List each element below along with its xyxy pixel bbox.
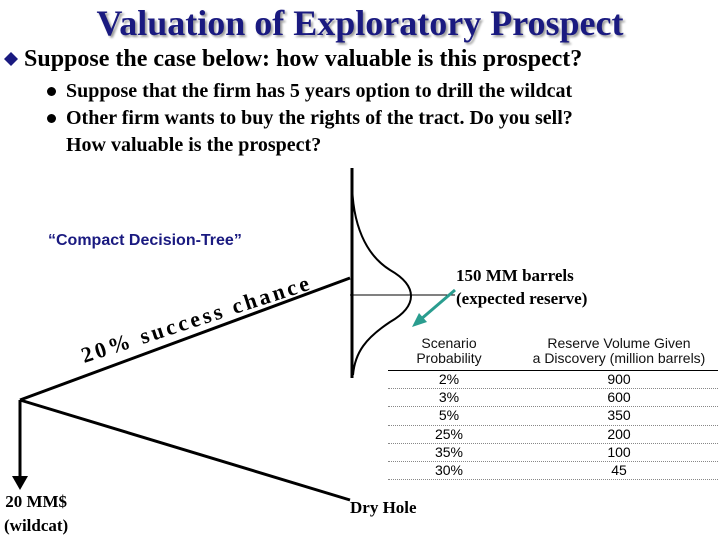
wildcat-cost-label: 20 MM$ (wildcat) — [4, 490, 68, 538]
lead-text: Suppose the case below: how valuable is … — [24, 46, 583, 72]
scenario-table: Scenario Probability Reserve Volume Give… — [388, 336, 718, 481]
column-header-reserve-volume: Reserve Volume Given a Discovery (millio… — [532, 335, 706, 366]
volume-cell: 200 — [607, 425, 631, 442]
table-row: 30% 45 — [388, 461, 718, 481]
dry-hole-branch — [19, 398, 351, 502]
expected-reserve-label: 150 MM barrels (expected reserve) — [456, 264, 587, 310]
reserve-distribution-curve — [351, 179, 412, 376]
reserve-arrowhead-icon — [412, 313, 427, 327]
page-title: Valuation of Exploratory Prospect — [96, 3, 624, 43]
dry-hole-label: Dry Hole — [350, 498, 417, 517]
probability-cell: 25% — [434, 425, 464, 442]
table-row: 5% 350 — [388, 407, 718, 426]
probability-cell: 2% — [438, 371, 460, 387]
bullet-text: Suppose that the firm has 5 years option… — [66, 80, 573, 102]
bullet-dot-icon — [47, 87, 56, 96]
bullet-continuation: How valuable is the prospect? — [66, 134, 322, 156]
cost-value: 20 MM$ — [5, 492, 68, 511]
table-row: 2% 900 — [388, 371, 718, 390]
bullet-text: Other firm wants to buy the rights of th… — [66, 107, 573, 129]
table-header: Scenario Probability Reserve Volume Give… — [388, 336, 718, 371]
bullet-item-option: Suppose that the firm has 5 years option… — [47, 80, 573, 103]
volume-cell: 350 — [607, 407, 631, 424]
volume-cell: 100 — [607, 443, 631, 460]
probability-cell: 35% — [434, 443, 464, 460]
probability-cell: 3% — [438, 389, 460, 406]
volume-cell: 600 — [607, 389, 631, 406]
table-row: 25% 200 — [388, 426, 718, 444]
reserve-value: 150 MM barrels — [456, 266, 574, 285]
decision-tree-label: “Compact Decision-Tree” — [48, 232, 242, 249]
probability-cell: 5% — [438, 407, 460, 424]
reserve-pointer-line — [419, 288, 456, 322]
lead-bullet-line: Suppose the case below: how valuable is … — [4, 46, 583, 73]
bullet-dot-icon — [47, 114, 56, 123]
volume-cell: 45 — [611, 461, 627, 478]
success-branch — [19, 276, 351, 402]
table-row: 35% 100 — [388, 444, 718, 462]
table-row: 3% 600 — [388, 389, 718, 408]
volume-cell: 900 — [607, 371, 631, 387]
reserve-caption: (expected reserve) — [456, 289, 588, 308]
bullet-item-sell: Other firm wants to buy the rights of th… — [47, 107, 573, 130]
diamond-bullet-icon — [4, 52, 18, 66]
cost-caption: (wildcat) — [4, 516, 69, 535]
probability-cell: 30% — [434, 461, 464, 478]
investment-arrowhead-icon — [12, 476, 28, 490]
column-header-probability: Scenario Probability — [416, 335, 482, 366]
